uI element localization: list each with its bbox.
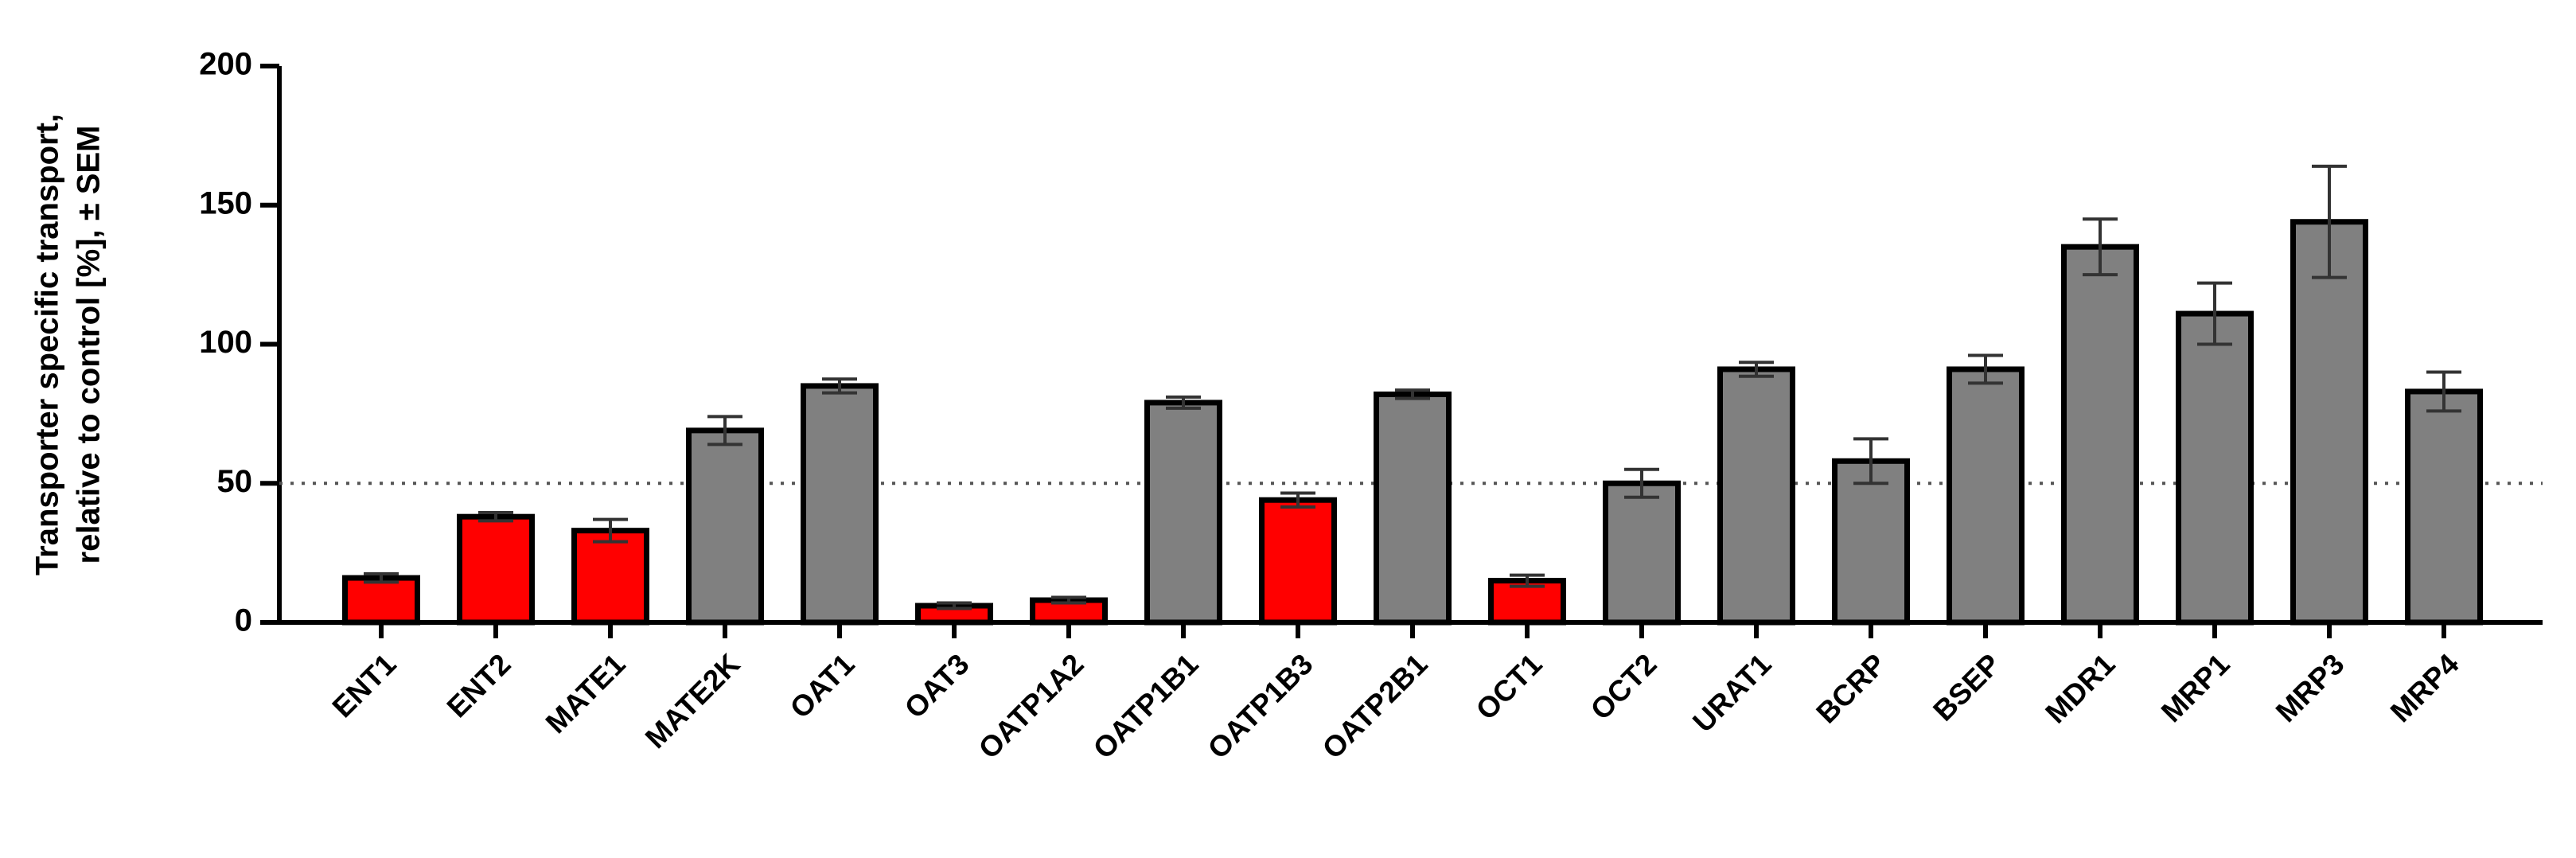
bar (1259, 497, 1337, 626)
bar (2176, 310, 2254, 626)
error-bar (2197, 281, 2232, 346)
bar (571, 528, 649, 626)
x-tick-label: MRP3 (2270, 648, 2351, 729)
error-bar (2312, 164, 2347, 279)
y-tick-label: 50 (217, 464, 253, 499)
x-tick-label: URAT1 (1686, 648, 1777, 739)
error-bar (1739, 361, 1774, 378)
y-axis-title-line: relative to control [%], ± SEM (72, 126, 107, 564)
bar (1832, 458, 1910, 626)
y-axis-title: Transporter specific transport, relative… (30, 114, 107, 575)
x-tick-label: MRP1 (2155, 648, 2236, 729)
bar (1603, 480, 1681, 626)
x-tick-label: ENT1 (326, 648, 403, 724)
error-bar (707, 415, 742, 447)
bar (1947, 366, 2025, 626)
x-tick-label: OATP1A2 (972, 648, 1090, 766)
x-tick-label: OAT3 (898, 648, 976, 725)
bar (1717, 366, 1795, 626)
error-bar (1051, 595, 1086, 605)
error-bar (2426, 370, 2461, 413)
error-bar (2083, 217, 2118, 277)
x-tick-label: BCRP (1810, 648, 1892, 730)
error-bar (1510, 573, 1545, 588)
x-tick-label: OATP1B1 (1087, 648, 1205, 766)
x-tick-label: MATE2K (639, 647, 746, 755)
x-tick-label: MATE1 (540, 648, 632, 740)
error-bar (1624, 467, 1659, 499)
y-axis-title-line: Transporter specific transport, (30, 114, 65, 575)
error-bar (1968, 353, 2003, 385)
x-tick-label: OAT1 (784, 648, 861, 725)
error-bar (1853, 437, 1888, 486)
x-tick-label: OCT1 (1470, 648, 1549, 727)
bar (801, 383, 879, 626)
x-tick-label: MRP4 (2384, 647, 2465, 728)
y-tick-label: 200 (199, 47, 252, 82)
error-bar (1395, 388, 1430, 400)
x-tick-label: OATP2B1 (1316, 648, 1434, 766)
error-bar (1280, 491, 1315, 509)
error-bar (364, 571, 399, 584)
bar (2405, 388, 2483, 626)
x-tick-label: BSEP (1927, 648, 2006, 727)
y-tick-label: 0 (235, 603, 252, 638)
bar (1374, 391, 1452, 626)
x-tick-label: MDR1 (2039, 648, 2121, 730)
error-bar (937, 601, 972, 610)
y-tick-label: 100 (199, 325, 252, 360)
error-bar (478, 510, 513, 523)
bar (2061, 244, 2139, 626)
x-tick-label: OATP1B3 (1202, 648, 1319, 766)
bar (457, 513, 535, 626)
error-bar (593, 517, 628, 544)
error-bar (1166, 395, 1201, 410)
bar (686, 427, 764, 626)
bar (1144, 400, 1222, 626)
x-tick-label: OCT2 (1584, 648, 1663, 727)
y-tick-label: 150 (199, 185, 252, 220)
error-bar (822, 377, 857, 395)
bar (342, 575, 420, 626)
bar (2290, 219, 2368, 626)
x-tick-label: ENT2 (441, 648, 517, 724)
